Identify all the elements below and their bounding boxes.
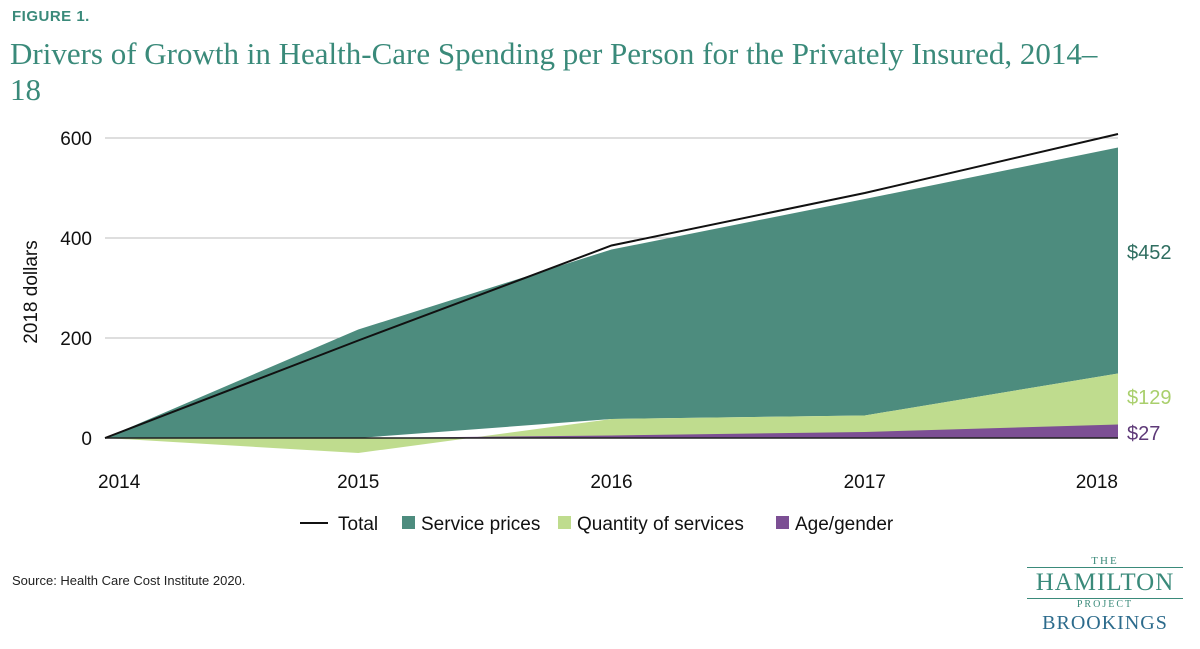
figure-label: FIGURE 1. [12, 8, 90, 25]
legend-label: Service prices [421, 514, 540, 535]
y-tick-label: 600 [60, 129, 92, 150]
x-tick-label: 2018 [1076, 472, 1118, 493]
source-note: Source: Health Care Cost Institute 2020. [12, 573, 246, 588]
hamilton-brookings-logo: THE HAMILTON PROJECT BROOKINGS [1025, 555, 1185, 635]
area-service-prices [105, 147, 1118, 438]
logo-brookings: BROOKINGS [1042, 612, 1168, 634]
y-tick-label: 200 [60, 329, 92, 350]
end-value-label: $129 [1127, 387, 1172, 409]
end-value-label: $27 [1127, 423, 1160, 445]
line-total [104, 133, 1119, 439]
legend-swatch [776, 516, 789, 529]
y-tick-label: 400 [60, 229, 92, 250]
x-tick-label: 2017 [844, 472, 886, 493]
x-tick-label: 2014 [98, 472, 141, 493]
area-age-gender [105, 424, 1118, 438]
logo-the: THE [1091, 555, 1119, 567]
legend-swatch [402, 516, 415, 529]
chart: 0 200 400 600 2014 2015 2016 2017 2018 2018 dolla… [21, 129, 1172, 535]
chart-title: Drivers of Growth in Health-Care Spendin… [10, 36, 1098, 107]
legend-label: Quantity of services [577, 514, 744, 535]
logo-hamilton: HAMILTON [1027, 567, 1183, 599]
y-axis-label: 2018 dollars [21, 240, 42, 344]
legend-label: Total [338, 514, 378, 535]
end-value-label: $452 [1127, 242, 1172, 264]
legend-label: Age/gender [795, 514, 894, 535]
legend-swatch [558, 516, 571, 529]
y-tick-label: 0 [81, 429, 92, 450]
x-tick-label: 2016 [590, 472, 632, 493]
logo-project: PROJECT [1076, 599, 1134, 610]
x-tick-label: 2015 [337, 472, 379, 493]
